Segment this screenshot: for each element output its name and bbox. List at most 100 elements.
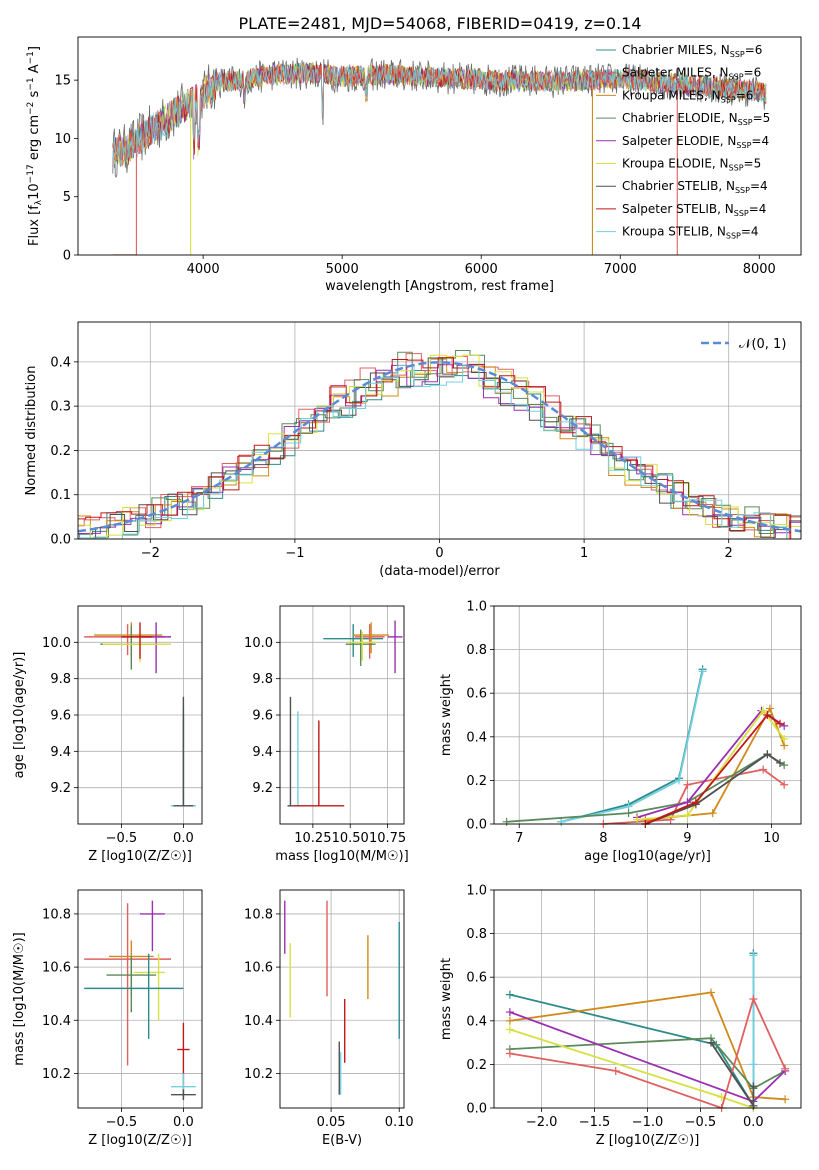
series-marker [505,990,514,999]
y-tick-label: 10.2 [244,1067,273,1082]
y-axis-label: age [log10(age/yr)] [12,652,27,779]
y-tick-label: 15 [54,74,71,89]
series-line-4 [506,753,785,823]
panel-age-mass: 10.25 10.50 10.75 9.2 9.4 9.6 9.8 10.0 mass [log… [244,605,409,864]
series-line-2 [509,991,786,1101]
x-tick-label: 10.50 [332,831,369,846]
y-tick-label: 0.6 [466,971,487,986]
x-tick-label: 8000 [743,262,776,277]
y-tick-label: 9.8 [50,672,71,687]
series-marker [780,721,789,730]
series-marker [683,780,692,789]
y-tick-label: 10.6 [244,961,273,976]
series-marker [502,817,511,826]
y-tick-label: 9.6 [50,709,71,724]
series-marker [624,809,633,818]
x-tick-label: 7 [515,831,523,846]
x-tick-label: −0.5 [685,1115,717,1130]
x-axis-label: wavelength [Angstrom, rest frame] [325,279,554,294]
y-tick-label: 9.6 [252,709,273,724]
series-marker [505,1025,514,1034]
series-marker [749,951,758,960]
series-marker [780,780,789,789]
series-marker [763,750,772,759]
series-marker [759,765,768,774]
y-axis-label: Normed distribution [24,366,39,496]
histogram-series-2 [78,358,801,539]
series-line-7 [645,753,781,825]
series-marker [780,761,789,770]
y-tick-label: 0.2 [466,774,487,789]
gaussian-curve [78,361,801,533]
x-axis-label: (data-model)/error [379,564,500,579]
series-marker [675,776,684,785]
y-tick-label: 9.2 [50,781,71,796]
y-tick-label: 10.0 [244,636,273,651]
panel-age-Z: −0.5 0.0 9.2 9.4 9.6 9.8 10.0 Z [log10(Z/Z☉)] ag… [12,605,203,864]
x-tick-label: 6000 [465,262,498,277]
y-tick-label: 0.2 [50,444,71,459]
series-marker [698,667,707,676]
histogram-series-8 [78,365,801,539]
y-tick-label: 10 [54,132,71,147]
histogram-series-3 [78,350,801,539]
panel-spectrum: 4000 5000 6000 7000 8000 0 5 10 15 wavelength [An… [26,36,802,294]
figure-title: PLATE=2481, MJD=54068, FIBERID=0419, z=0… [238,14,641,33]
y-axis-label: Flux [fλ10−17 erg cm−2 s−1 A−1] [26,46,44,246]
lines [502,665,789,828]
y-tick-label: 10.8 [42,907,71,922]
histogram-series-7 [78,357,801,539]
series-marker [632,815,641,824]
y-tick-label: 0.4 [466,730,487,745]
legend-entry: Salpeter STELIB, NSSP=4 [622,202,766,218]
legend-entry: Salpeter MILES, NSSP=6 [622,66,761,82]
panel-weight-Z: −2.0 −1.5 −1.0 −0.5 0.0 0.0 0.2 0.4 0.6 0.8 1.0 Z [… [439,884,802,1148]
x-tick-label: −2.0 [526,1115,558,1130]
legend-entry: Salpeter ELODIE, NSSP=4 [622,134,769,150]
series-line-1 [561,671,704,823]
series-marker [765,704,774,713]
histograms [78,350,801,539]
histogram-series-6 [78,357,801,539]
series-marker [611,1066,620,1075]
series-line-0 [509,953,755,1110]
x-axis-label: E(B-V) [322,1133,362,1148]
x-tick-label: −1.5 [579,1115,611,1130]
series-marker [683,811,692,820]
y-axis-label: mass weight [439,958,454,1040]
series-marker [749,995,758,1003]
series-marker [707,1038,716,1047]
y-tick-label: 0.4 [466,1014,487,1029]
x-tick-label: 0.0 [173,1115,194,1130]
legend-entry: 𝒩(0, 1) [739,337,786,352]
panel-mass-EBV: 0.05 0.10 10.2 10.4 10.6 10.8 E(B-V) [244,889,414,1148]
legend-entry: Kroupa STELIB, NSSP=4 [622,225,759,241]
y-tick-label: 0.0 [466,1102,487,1117]
y-axis-label: mass [log10(M/M☉)] [12,932,27,1065]
series-line-8 [645,713,781,825]
y-tick-label: 0 [63,249,71,264]
y-tick-label: 10.4 [42,1014,71,1029]
y-tick-label: 0.0 [466,818,487,833]
x-tick-label: 0.0 [743,1115,764,1130]
x-tick-label: −0.5 [106,1115,138,1130]
series-marker [749,1060,758,1069]
x-tick-label: −1 [285,546,304,561]
y-tick-label: 9.2 [252,781,273,796]
errorbars [84,900,196,1101]
y-tick-label: 0.1 [50,488,71,503]
x-tick-label: 10.75 [369,831,406,846]
x-tick-label: 2 [725,546,733,561]
x-axis-label: mass [log10(M/M☉)] [275,849,408,864]
axes-frame [493,889,802,1109]
series-marker [780,734,789,743]
legend-entry: Kroupa ELODIE, NSSP=5 [622,157,761,173]
legend-entry: Chabrier ELODIE, NSSP=5 [622,111,770,127]
x-axis-label: Z [log10(Z/Z☉)] [88,849,192,864]
panel-weight-age: 7 8 9 10 0.0 0.2 0.4 0.6 0.8 1.0 age [log10(age/yr… [439,600,802,864]
series-line-3 [645,706,786,821]
series-marker [775,719,784,728]
y-tick-label: 10.6 [42,961,71,976]
axes-frame [279,605,405,825]
x-tick-label: 7000 [604,262,637,277]
